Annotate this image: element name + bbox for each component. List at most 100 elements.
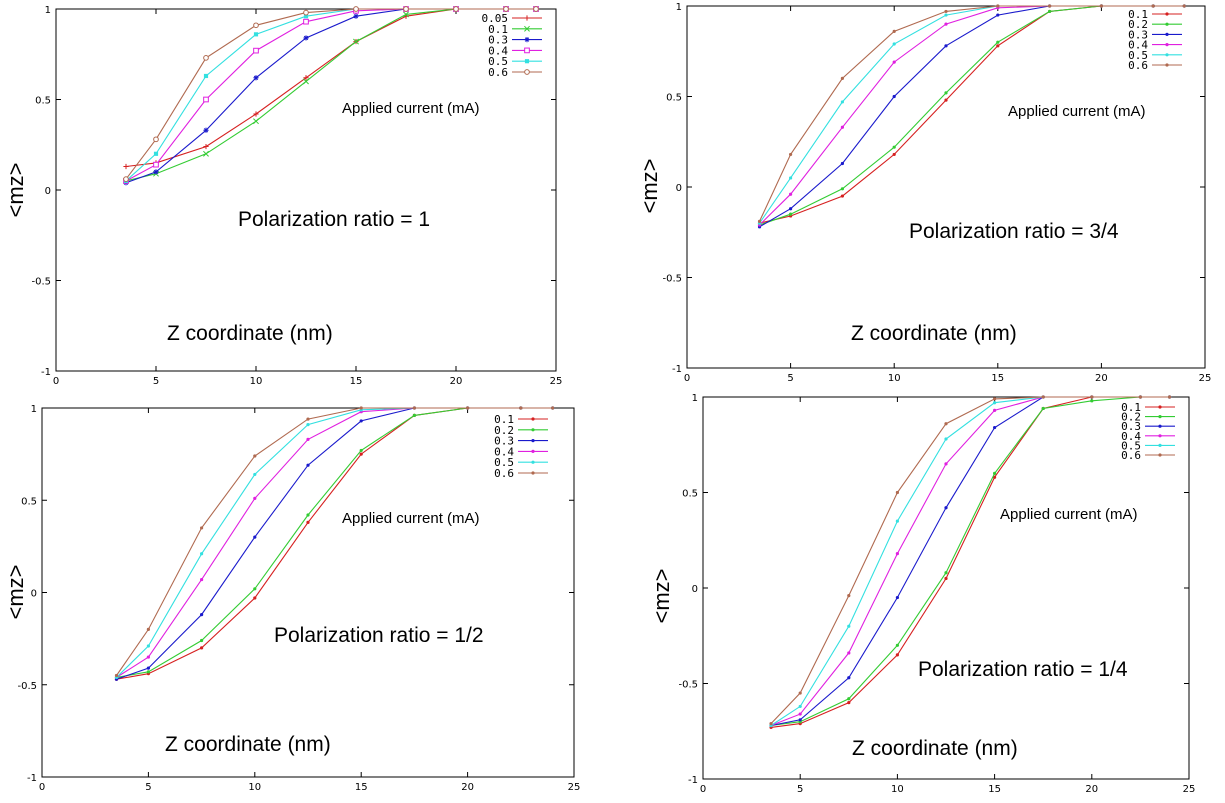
- data-point: [1167, 395, 1172, 399]
- data-point: [944, 13, 948, 17]
- data-point: [466, 406, 470, 410]
- data-point: [200, 552, 204, 556]
- data-point: [253, 472, 257, 477]
- data-point: [1041, 395, 1045, 399]
- x-tick-label: 10: [891, 784, 904, 795]
- data-point: [895, 519, 900, 523]
- x-tick-label: 15: [355, 782, 368, 793]
- x-tick-label: 20: [1095, 373, 1108, 384]
- x-tick-label: 5: [145, 782, 151, 793]
- x-tick-label: 10: [888, 373, 901, 384]
- legend-marker: [524, 15, 530, 21]
- data-point: [892, 145, 896, 149]
- y-tick-label: 0.5: [682, 489, 698, 500]
- legend-title: Applied current (mA): [1000, 506, 1138, 523]
- x-tick-label: 15: [350, 376, 363, 387]
- data-point: [353, 13, 359, 19]
- data-point: [253, 118, 259, 125]
- legend-marker: [1165, 43, 1169, 47]
- data-point: [453, 6, 459, 12]
- data-point: [1048, 4, 1052, 8]
- legend-label: 0.1: [1128, 8, 1148, 21]
- data-point: [303, 9, 309, 16]
- legend-label: 0.1: [494, 413, 514, 426]
- legend-marker: [1165, 22, 1169, 26]
- legend-marker: [1158, 424, 1162, 428]
- data-point: [895, 653, 900, 657]
- legend-label: 0.2: [494, 424, 514, 437]
- x-tick-label: 10: [248, 782, 261, 793]
- data-point: [944, 576, 948, 581]
- data-point: [519, 406, 523, 410]
- y-tick-label: -1: [41, 367, 51, 378]
- x-tick-label: 20: [461, 782, 474, 793]
- data-point: [253, 47, 259, 54]
- data-point: [203, 127, 209, 133]
- legend-marker: [524, 37, 530, 43]
- y-axis-label: <mz>: [3, 564, 28, 619]
- data-point: [895, 552, 900, 556]
- series-0.6: [123, 6, 539, 182]
- legend-marker: [1165, 53, 1169, 57]
- y-tick-label: -1: [688, 775, 698, 786]
- legend-label: 0.05: [482, 12, 509, 25]
- data-point: [306, 520, 310, 524]
- data-point: [1182, 4, 1186, 8]
- data-point: [895, 595, 900, 600]
- data-point: [1151, 4, 1155, 8]
- legend-title: Applied current (mA): [342, 510, 480, 527]
- x-axis-label: Z coordinate (nm): [852, 737, 1018, 760]
- data-point: [944, 98, 948, 102]
- data-point: [847, 697, 851, 701]
- data-point: [847, 594, 851, 598]
- legend-marker: [531, 449, 535, 453]
- data-point: [203, 55, 209, 61]
- legend-marker: [1158, 415, 1162, 419]
- data-point: [996, 40, 1000, 44]
- data-point: [993, 397, 997, 401]
- data-point: [200, 577, 204, 582]
- legend-label: 0.5: [1121, 439, 1141, 452]
- data-point: [200, 646, 204, 650]
- legend-marker: [524, 59, 530, 64]
- data-point: [892, 29, 896, 33]
- legend-marker: [1158, 453, 1162, 457]
- data-point: [789, 212, 793, 216]
- legend-marker: [1158, 443, 1162, 447]
- x-axis-label: Z coordinate (nm): [165, 733, 331, 756]
- data-point: [303, 35, 309, 41]
- data-point: [306, 513, 310, 517]
- legend-label: 0.3: [488, 34, 508, 47]
- data-point: [892, 42, 896, 46]
- y-axis-label: <mz>: [649, 568, 674, 623]
- y-tick-label: -0.5: [17, 681, 37, 692]
- data-point: [1041, 406, 1045, 411]
- data-point: [944, 462, 948, 466]
- data-point: [892, 60, 896, 64]
- data-point: [359, 406, 363, 410]
- legend-marker: [531, 417, 535, 421]
- data-point: [253, 587, 257, 591]
- data-point: [153, 161, 159, 168]
- data-point: [996, 44, 1000, 48]
- x-tick-label: 15: [991, 373, 1004, 384]
- y-axis-label: <mz>: [637, 158, 662, 213]
- data-point: [146, 627, 150, 632]
- y-tick-label: 0: [45, 186, 51, 197]
- legend-marker: [524, 47, 530, 54]
- data-point: [757, 219, 762, 223]
- data-point: [769, 722, 773, 726]
- data-point: [892, 94, 896, 99]
- series-line: [759, 5, 1185, 222]
- legend-label: 0.3: [1121, 420, 1141, 433]
- y-tick-label: 0: [676, 183, 682, 194]
- legend-label: 0.5: [1128, 49, 1148, 62]
- series-line: [116, 407, 553, 676]
- legend-label: 0.1: [1121, 401, 1141, 414]
- x-tick-label: 20: [450, 376, 463, 387]
- legend-marker: [531, 471, 535, 475]
- data-point: [993, 471, 997, 475]
- data-point: [533, 6, 539, 12]
- legend-label: 0.6: [1128, 59, 1148, 72]
